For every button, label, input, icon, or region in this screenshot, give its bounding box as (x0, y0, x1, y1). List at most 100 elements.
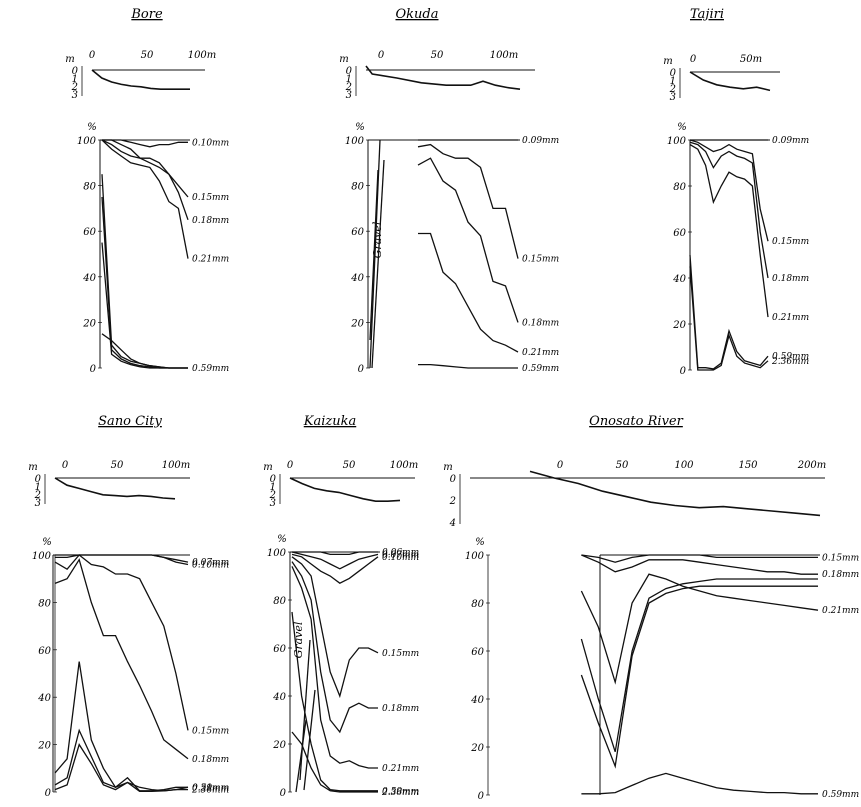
grain-series-line (102, 139, 188, 148)
profile-y-unit: m (65, 54, 74, 65)
grain-y-tick: 80 (83, 182, 96, 193)
profile-x-tick: 100m (162, 460, 191, 471)
series-label: 2.36mm (771, 357, 809, 367)
grain-y-tick: 80 (38, 598, 51, 609)
grain-series-line (291, 556, 379, 699)
grain-series-line (101, 139, 189, 259)
profile-x-tick: 100m (188, 50, 217, 61)
profile-x-tick: 0 (557, 460, 564, 471)
grain-y-tick: 100 (667, 136, 687, 147)
grain-y-tick: 60 (83, 227, 96, 238)
grain-y-tick: 0 (90, 364, 97, 375)
grain-y-tick: 40 (672, 274, 686, 285)
series-label: 0.18mm (192, 216, 229, 226)
grain-y-tick: 60 (471, 647, 484, 658)
grain-y-tick: 60 (351, 227, 364, 238)
gravel-line (371, 159, 385, 369)
profile-x-tick: 50 (343, 460, 356, 471)
profile-line (54, 477, 176, 500)
series-label: 0.21mm (192, 783, 229, 793)
grain-y-unit: % (277, 534, 287, 545)
profile-y-unit: m (263, 462, 272, 473)
grain-series-line (102, 139, 189, 198)
grain-series-line (417, 157, 519, 323)
profile-x-tick: 150 (738, 460, 758, 471)
profile-y-tick: 0 (670, 68, 677, 79)
grain-y-tick: 40 (37, 693, 51, 704)
grain-series-line (417, 143, 519, 259)
panel-title: Bore (130, 7, 163, 22)
series-label: 0.10mm (192, 560, 229, 570)
profile-x-tick: 100m (490, 50, 519, 61)
grain-y-tick: 40 (272, 692, 286, 703)
profile-y-tick: 2 (449, 496, 456, 507)
grain-series-line (418, 363, 518, 369)
grain-y-unit: % (475, 537, 485, 548)
profile-y-tick: 1 (35, 482, 41, 493)
grain-series-line (291, 553, 379, 584)
series-label: 0.18mm (382, 704, 419, 714)
grain-y-tick: 60 (673, 228, 686, 239)
series-label: 0.21mm (772, 313, 809, 323)
profile-x-tick: 100 (674, 460, 694, 471)
grain-y-tick: 0 (280, 788, 287, 799)
grain-series-line (689, 254, 769, 370)
profile-y-tick: 3 (270, 498, 276, 509)
panel-title: Kaizuka (303, 414, 356, 429)
series-label: 0.07mm (382, 550, 419, 560)
grain-series-line (291, 731, 378, 793)
profile-y-tick: 0 (72, 66, 79, 77)
series-label: 0.59mm (192, 364, 229, 374)
series-label: 0.15mm (522, 255, 559, 265)
profile-x-tick: 50 (431, 50, 444, 61)
series-label: 0.15mm (192, 726, 229, 736)
grain-series-line (101, 242, 188, 369)
gravel-line (295, 719, 307, 793)
profile-x-tick: 50 (616, 460, 629, 471)
profile-x-tick: 50 (141, 50, 154, 61)
grain-series-line (689, 144, 769, 318)
grain-series-line (54, 554, 189, 731)
grain-y-tick: 40 (470, 695, 484, 706)
grain-y-unit: % (677, 122, 687, 133)
profile-y-tick: 2 (669, 84, 676, 95)
profile-y-tick: 3 (670, 92, 676, 103)
profile-x-tick: 100m (390, 460, 419, 471)
series-label: 2.36mm (191, 786, 229, 796)
profile-y-tick: 1 (72, 74, 78, 85)
grain-y-tick: 60 (38, 646, 51, 657)
series-label: 0.15mm (772, 237, 809, 247)
profile-y-tick: 0 (270, 474, 277, 485)
profile-line (289, 477, 401, 503)
profile-y-tick: 2 (269, 490, 276, 501)
profile-y-tick: 1 (346, 74, 352, 85)
grain-series-line (54, 728, 188, 792)
profile-y-unit: m (663, 56, 672, 67)
grain-y-tick: 60 (273, 644, 286, 655)
panel-title: Okuda (396, 7, 439, 22)
profile-x-tick: 0 (690, 54, 697, 65)
profile-y-tick: 4 (449, 518, 456, 529)
series-label: 0.21mm (382, 764, 419, 774)
series-label: 0.06mm (382, 548, 419, 558)
profile-y-unit: m (443, 462, 452, 473)
grain-y-unit: % (355, 122, 365, 133)
profile-x-tick: 200m (797, 460, 827, 471)
grain-series-line (581, 554, 818, 563)
grain-y-tick: 0 (680, 366, 687, 377)
grain-series-line (580, 578, 818, 752)
grain-series-line (291, 611, 378, 792)
grain-y-tick: 80 (273, 596, 286, 607)
grain-series-line (580, 585, 818, 769)
gravel-annotation: Gravel (371, 221, 384, 258)
grain-y-tick: 80 (351, 182, 364, 193)
profile-y-tick: 2 (71, 82, 78, 93)
series-label: 2.36mm (381, 788, 419, 798)
profile-line (529, 470, 821, 517)
